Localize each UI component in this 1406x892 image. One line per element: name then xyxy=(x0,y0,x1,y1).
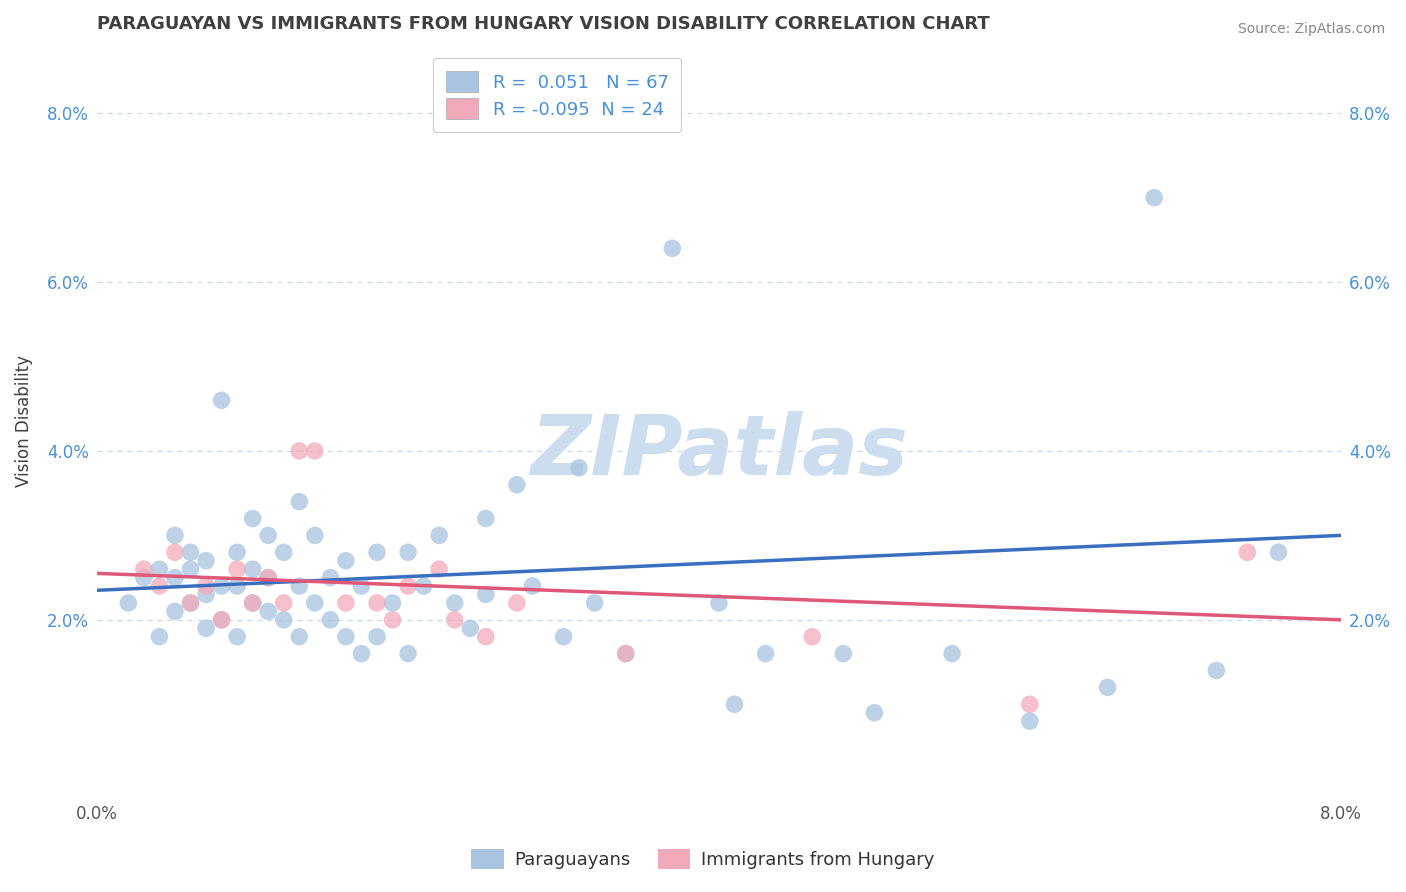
Point xyxy=(195,587,218,601)
Point xyxy=(1143,191,1166,205)
Point xyxy=(117,596,139,610)
Point xyxy=(335,596,357,610)
Point xyxy=(226,579,249,593)
Point xyxy=(381,613,404,627)
Point xyxy=(396,647,419,661)
Point xyxy=(475,630,498,644)
Point xyxy=(1267,545,1289,559)
Point xyxy=(506,477,529,491)
Point xyxy=(195,579,218,593)
Point xyxy=(614,647,637,661)
Point xyxy=(755,647,778,661)
Point xyxy=(304,528,326,542)
Point xyxy=(257,528,280,542)
Point xyxy=(443,613,465,627)
Point xyxy=(458,621,481,635)
Point xyxy=(1205,664,1227,678)
Point xyxy=(506,596,529,610)
Point xyxy=(475,587,498,601)
Point xyxy=(412,579,434,593)
Point xyxy=(427,562,450,576)
Point xyxy=(304,596,326,610)
Point xyxy=(319,613,342,627)
Point xyxy=(242,596,264,610)
Point xyxy=(257,604,280,618)
Point xyxy=(319,571,342,585)
Point xyxy=(257,571,280,585)
Point xyxy=(366,545,388,559)
Point xyxy=(195,621,218,635)
Point xyxy=(179,596,201,610)
Point xyxy=(475,511,498,525)
Point xyxy=(195,554,218,568)
Point xyxy=(832,647,855,661)
Text: Source: ZipAtlas.com: Source: ZipAtlas.com xyxy=(1237,22,1385,37)
Point xyxy=(568,460,591,475)
Point xyxy=(288,579,311,593)
Text: PARAGUAYAN VS IMMIGRANTS FROM HUNGARY VISION DISABILITY CORRELATION CHART: PARAGUAYAN VS IMMIGRANTS FROM HUNGARY VI… xyxy=(97,15,990,33)
Point xyxy=(273,545,295,559)
Y-axis label: Vision Disability: Vision Disability xyxy=(15,355,32,487)
Point xyxy=(522,579,544,593)
Point xyxy=(242,596,264,610)
Point xyxy=(163,528,186,542)
Point xyxy=(396,545,419,559)
Point xyxy=(179,562,201,576)
Point xyxy=(132,562,155,576)
Point xyxy=(614,647,637,661)
Point xyxy=(381,596,404,610)
Legend: Paraguayans, Immigrants from Hungary: Paraguayans, Immigrants from Hungary xyxy=(463,839,943,879)
Point xyxy=(163,571,186,585)
Point xyxy=(273,596,295,610)
Point xyxy=(335,630,357,644)
Point xyxy=(350,647,373,661)
Point xyxy=(707,596,730,610)
Point xyxy=(132,571,155,585)
Point xyxy=(801,630,824,644)
Point xyxy=(335,554,357,568)
Point xyxy=(211,579,233,593)
Point xyxy=(211,613,233,627)
Point xyxy=(148,630,170,644)
Point xyxy=(366,630,388,644)
Point xyxy=(273,613,295,627)
Point xyxy=(148,562,170,576)
Point xyxy=(863,706,886,720)
Point xyxy=(179,596,201,610)
Point xyxy=(1097,681,1119,695)
Point xyxy=(288,494,311,508)
Point xyxy=(1018,698,1040,712)
Point xyxy=(257,571,280,585)
Point xyxy=(350,579,373,593)
Point xyxy=(242,562,264,576)
Point xyxy=(211,613,233,627)
Point xyxy=(211,393,233,408)
Point xyxy=(226,545,249,559)
Legend: R =  0.051   N = 67, R = -0.095  N = 24: R = 0.051 N = 67, R = -0.095 N = 24 xyxy=(433,59,682,132)
Point xyxy=(179,545,201,559)
Point xyxy=(723,698,745,712)
Point xyxy=(941,647,963,661)
Point xyxy=(163,545,186,559)
Point xyxy=(1018,714,1040,728)
Point xyxy=(288,444,311,458)
Point xyxy=(583,596,606,610)
Point xyxy=(304,444,326,458)
Point xyxy=(226,562,249,576)
Point xyxy=(661,241,683,255)
Point xyxy=(443,596,465,610)
Point xyxy=(148,579,170,593)
Point xyxy=(396,579,419,593)
Point xyxy=(427,528,450,542)
Point xyxy=(226,630,249,644)
Point xyxy=(366,596,388,610)
Point xyxy=(1236,545,1258,559)
Text: ZIPatlas: ZIPatlas xyxy=(530,411,908,492)
Point xyxy=(163,604,186,618)
Point xyxy=(553,630,575,644)
Point xyxy=(242,511,264,525)
Point xyxy=(288,630,311,644)
